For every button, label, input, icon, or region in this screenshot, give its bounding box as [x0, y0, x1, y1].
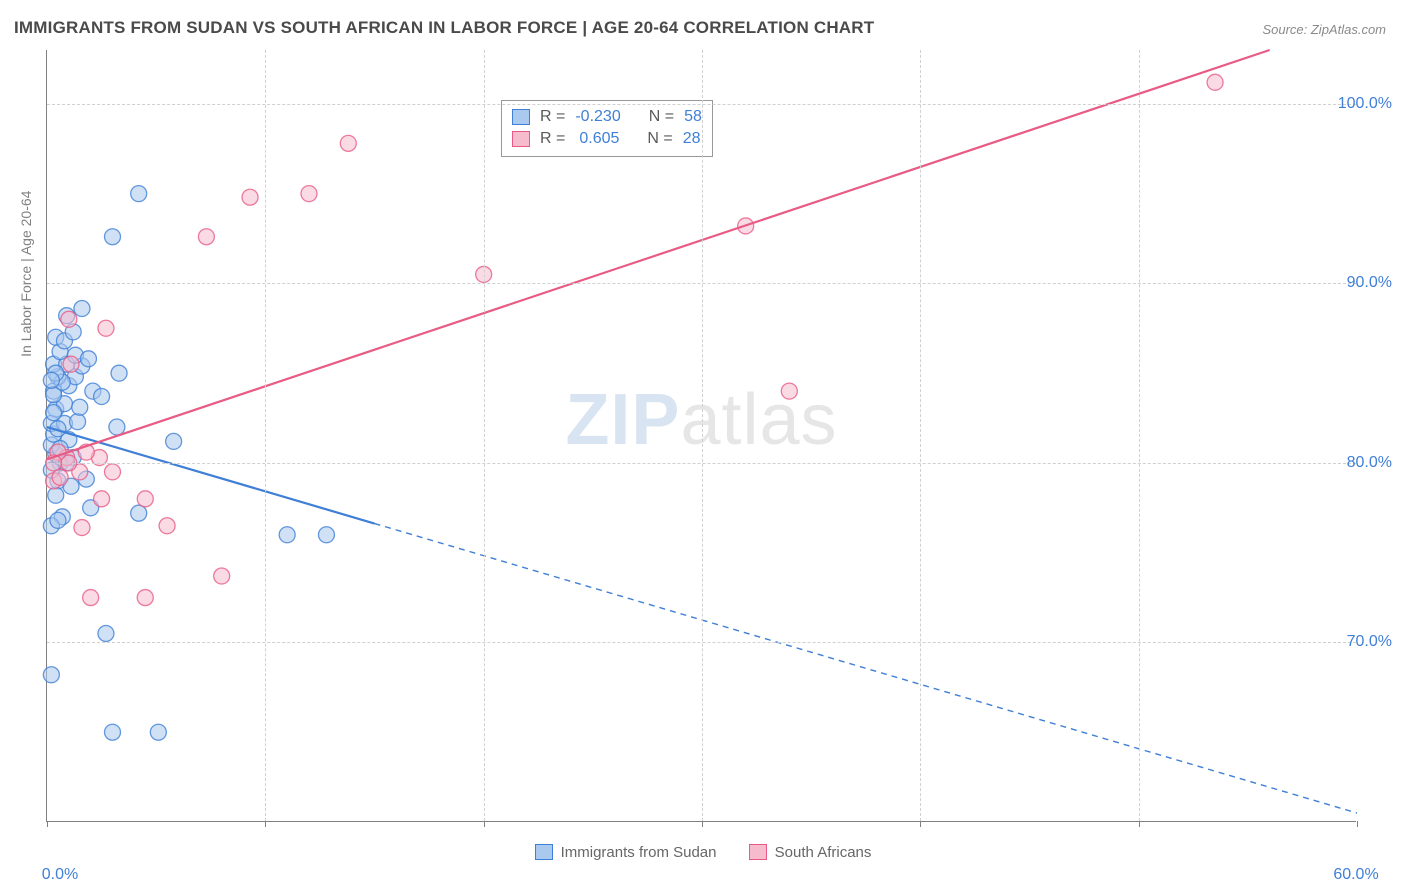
y-tick-label: 70.0%	[1347, 633, 1392, 651]
x-tick-label: 0.0%	[42, 866, 78, 884]
correlation-legend: R = -0.230 N = 58 R = 0.605 N = 28	[501, 100, 713, 157]
y-tick-label: 100.0%	[1338, 95, 1392, 113]
series-legend: Immigrants from Sudan South Africans	[0, 844, 1406, 865]
legend-row-sudan: R = -0.230 N = 58	[512, 106, 702, 128]
legend-item-sudan: Immigrants from Sudan	[535, 844, 717, 861]
swatch-sudan	[535, 844, 553, 860]
correlation-chart: IMMIGRANTS FROM SUDAN VS SOUTH AFRICAN I…	[0, 0, 1406, 892]
r-value-sudan: -0.230	[575, 108, 620, 126]
legend-item-sa: South Africans	[749, 844, 872, 861]
legend-label-sudan: Immigrants from Sudan	[561, 844, 717, 861]
swatch-sa	[512, 131, 530, 147]
source-attribution: Source: ZipAtlas.com	[1262, 22, 1386, 37]
x-tick-label: 60.0%	[1333, 866, 1378, 884]
chart-title: IMMIGRANTS FROM SUDAN VS SOUTH AFRICAN I…	[14, 18, 874, 38]
r-label: R =	[540, 130, 565, 148]
r-label: R =	[540, 108, 565, 126]
swatch-sa	[749, 844, 767, 860]
n-value-sudan: 58	[684, 108, 702, 126]
n-label: N =	[649, 108, 674, 126]
plot-area: ZIPatlas R = -0.230 N = 58 R = 0.605 N =…	[46, 50, 1356, 822]
swatch-sudan	[512, 109, 530, 125]
y-axis-label: In Labor Force | Age 20-64	[18, 191, 34, 357]
legend-label-sa: South Africans	[775, 844, 872, 861]
legend-row-sa: R = 0.605 N = 28	[512, 128, 702, 150]
r-value-sa: 0.605	[575, 130, 619, 148]
y-tick-label: 80.0%	[1347, 454, 1392, 472]
y-tick-label: 90.0%	[1347, 274, 1392, 292]
n-label: N =	[647, 130, 672, 148]
n-value-sa: 28	[683, 130, 701, 148]
